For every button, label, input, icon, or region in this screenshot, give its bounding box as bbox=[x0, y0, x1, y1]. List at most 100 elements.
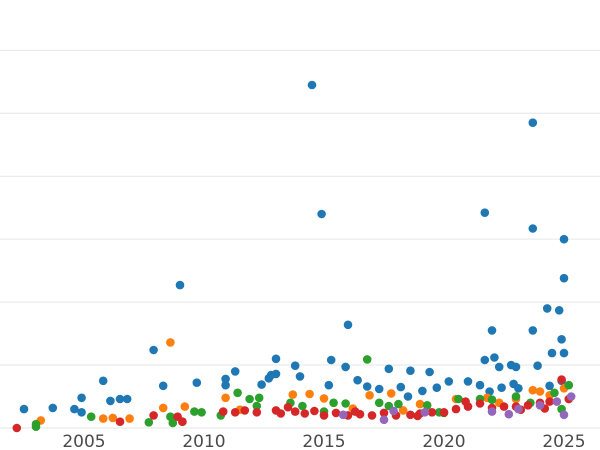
data-point-blue-9 bbox=[149, 345, 158, 355]
data-point-purple-3 bbox=[420, 408, 430, 417]
data-point-red-13 bbox=[310, 406, 319, 416]
data-point-blue-19 bbox=[271, 354, 281, 364]
series-blue bbox=[19, 80, 569, 417]
data-point-red-23 bbox=[427, 408, 437, 417]
data-point-red-37 bbox=[350, 407, 360, 416]
data-point-red-5 bbox=[218, 407, 228, 416]
data-point-red-34 bbox=[557, 375, 566, 384]
data-point-green-30 bbox=[564, 380, 574, 390]
data-point-red-6 bbox=[230, 408, 240, 417]
x-tick-label-2005: 2005 bbox=[62, 432, 105, 450]
data-point-purple-5 bbox=[504, 409, 514, 419]
data-point-orange-13 bbox=[365, 391, 374, 400]
data-point-green-12 bbox=[254, 393, 264, 403]
data-point-blue-34 bbox=[418, 386, 427, 396]
data-point-orange-10 bbox=[305, 389, 314, 399]
data-point-blue-55 bbox=[547, 348, 557, 358]
data-point-green-13 bbox=[252, 401, 262, 411]
x-axis-tick-labels: 2005 2010 2015 2020 2025 bbox=[62, 432, 585, 450]
data-point-purple-1 bbox=[379, 415, 389, 425]
data-point-orange-3 bbox=[125, 414, 134, 423]
data-point-red-33 bbox=[545, 397, 554, 406]
data-point-red-31 bbox=[523, 401, 533, 410]
data-point-blue-25 bbox=[317, 209, 326, 219]
data-point-blue-65 bbox=[403, 392, 413, 401]
data-point-green-10 bbox=[233, 388, 242, 398]
data-point-red-38 bbox=[413, 411, 422, 421]
data-point-blue-62 bbox=[509, 379, 518, 389]
data-point-blue-32 bbox=[396, 382, 406, 392]
data-point-blue-54 bbox=[545, 381, 554, 391]
data-point-blue-38 bbox=[463, 377, 473, 386]
data-point-blue-64 bbox=[374, 384, 384, 394]
data-point-green-11 bbox=[245, 394, 254, 404]
data-point-red-18 bbox=[367, 411, 377, 420]
data-point-red-39 bbox=[461, 397, 470, 406]
data-point-blue-58 bbox=[559, 234, 569, 244]
points-layer bbox=[12, 80, 576, 433]
data-point-blue-5 bbox=[98, 376, 108, 386]
data-point-blue-0 bbox=[19, 404, 29, 414]
data-point-red-8 bbox=[252, 408, 262, 417]
data-point-blue-49 bbox=[528, 118, 538, 127]
data-point-blue-20 bbox=[271, 369, 281, 379]
data-point-red-2 bbox=[149, 411, 158, 420]
data-point-orange-25 bbox=[398, 406, 408, 415]
data-point-orange-1 bbox=[98, 414, 108, 423]
data-point-blue-29 bbox=[353, 375, 362, 385]
data-point-red-12 bbox=[300, 409, 310, 418]
data-point-blue-27 bbox=[341, 362, 350, 372]
data-point-blue-11 bbox=[175, 280, 185, 290]
data-point-blue-6 bbox=[106, 396, 115, 406]
data-point-blue-42 bbox=[487, 326, 497, 335]
data-point-red-36 bbox=[276, 409, 286, 418]
data-point-blue-35 bbox=[425, 367, 434, 377]
data-point-green-2 bbox=[86, 412, 96, 422]
data-point-blue-56 bbox=[554, 306, 564, 315]
data-point-blue-4 bbox=[77, 393, 86, 403]
data-point-blue-31 bbox=[384, 364, 394, 374]
data-point-green-15 bbox=[298, 401, 307, 411]
data-point-blue-41 bbox=[480, 355, 490, 365]
data-point-blue-23 bbox=[307, 80, 317, 90]
data-point-blue-14 bbox=[221, 374, 230, 384]
data-point-blue-36 bbox=[432, 383, 442, 393]
data-point-blue-44 bbox=[494, 362, 504, 372]
series-red bbox=[12, 375, 574, 433]
data-point-green-19 bbox=[374, 398, 384, 408]
data-point-blue-21 bbox=[290, 361, 300, 371]
data-point-orange-11 bbox=[319, 394, 329, 403]
data-point-blue-24 bbox=[324, 380, 334, 390]
data-point-purple-4 bbox=[487, 407, 497, 416]
grid-layer bbox=[0, 49, 600, 429]
data-point-blue-37 bbox=[444, 377, 454, 386]
data-point-blue-43 bbox=[490, 353, 499, 362]
data-point-blue-12 bbox=[192, 378, 202, 388]
data-point-red-21 bbox=[406, 410, 415, 420]
data-point-orange-20 bbox=[535, 387, 545, 396]
data-point-blue-13 bbox=[221, 380, 230, 390]
x-tick-label-2010: 2010 bbox=[182, 432, 225, 450]
data-point-blue-40 bbox=[480, 208, 490, 217]
data-point-blue-53 bbox=[542, 304, 552, 313]
data-point-green-5 bbox=[168, 418, 178, 428]
data-point-red-10 bbox=[283, 402, 293, 412]
data-point-red-25 bbox=[451, 404, 461, 414]
data-point-blue-26 bbox=[326, 355, 336, 365]
data-point-red-27 bbox=[475, 399, 485, 408]
series-purple bbox=[338, 392, 576, 425]
x-tick-label-2015: 2015 bbox=[302, 432, 345, 450]
data-point-blue-22 bbox=[295, 372, 305, 381]
data-point-red-0 bbox=[12, 423, 22, 433]
data-point-red-24 bbox=[439, 408, 449, 417]
data-point-blue-47 bbox=[511, 362, 521, 372]
x-tick-label-2025: 2025 bbox=[542, 432, 585, 450]
data-point-red-4 bbox=[178, 417, 187, 427]
data-point-orange-6 bbox=[180, 402, 190, 411]
data-point-green-27 bbox=[511, 392, 521, 401]
data-point-orange-2 bbox=[108, 413, 118, 423]
data-point-blue-59 bbox=[559, 273, 569, 283]
data-point-green-1 bbox=[31, 422, 41, 432]
data-point-blue-3 bbox=[77, 408, 86, 417]
